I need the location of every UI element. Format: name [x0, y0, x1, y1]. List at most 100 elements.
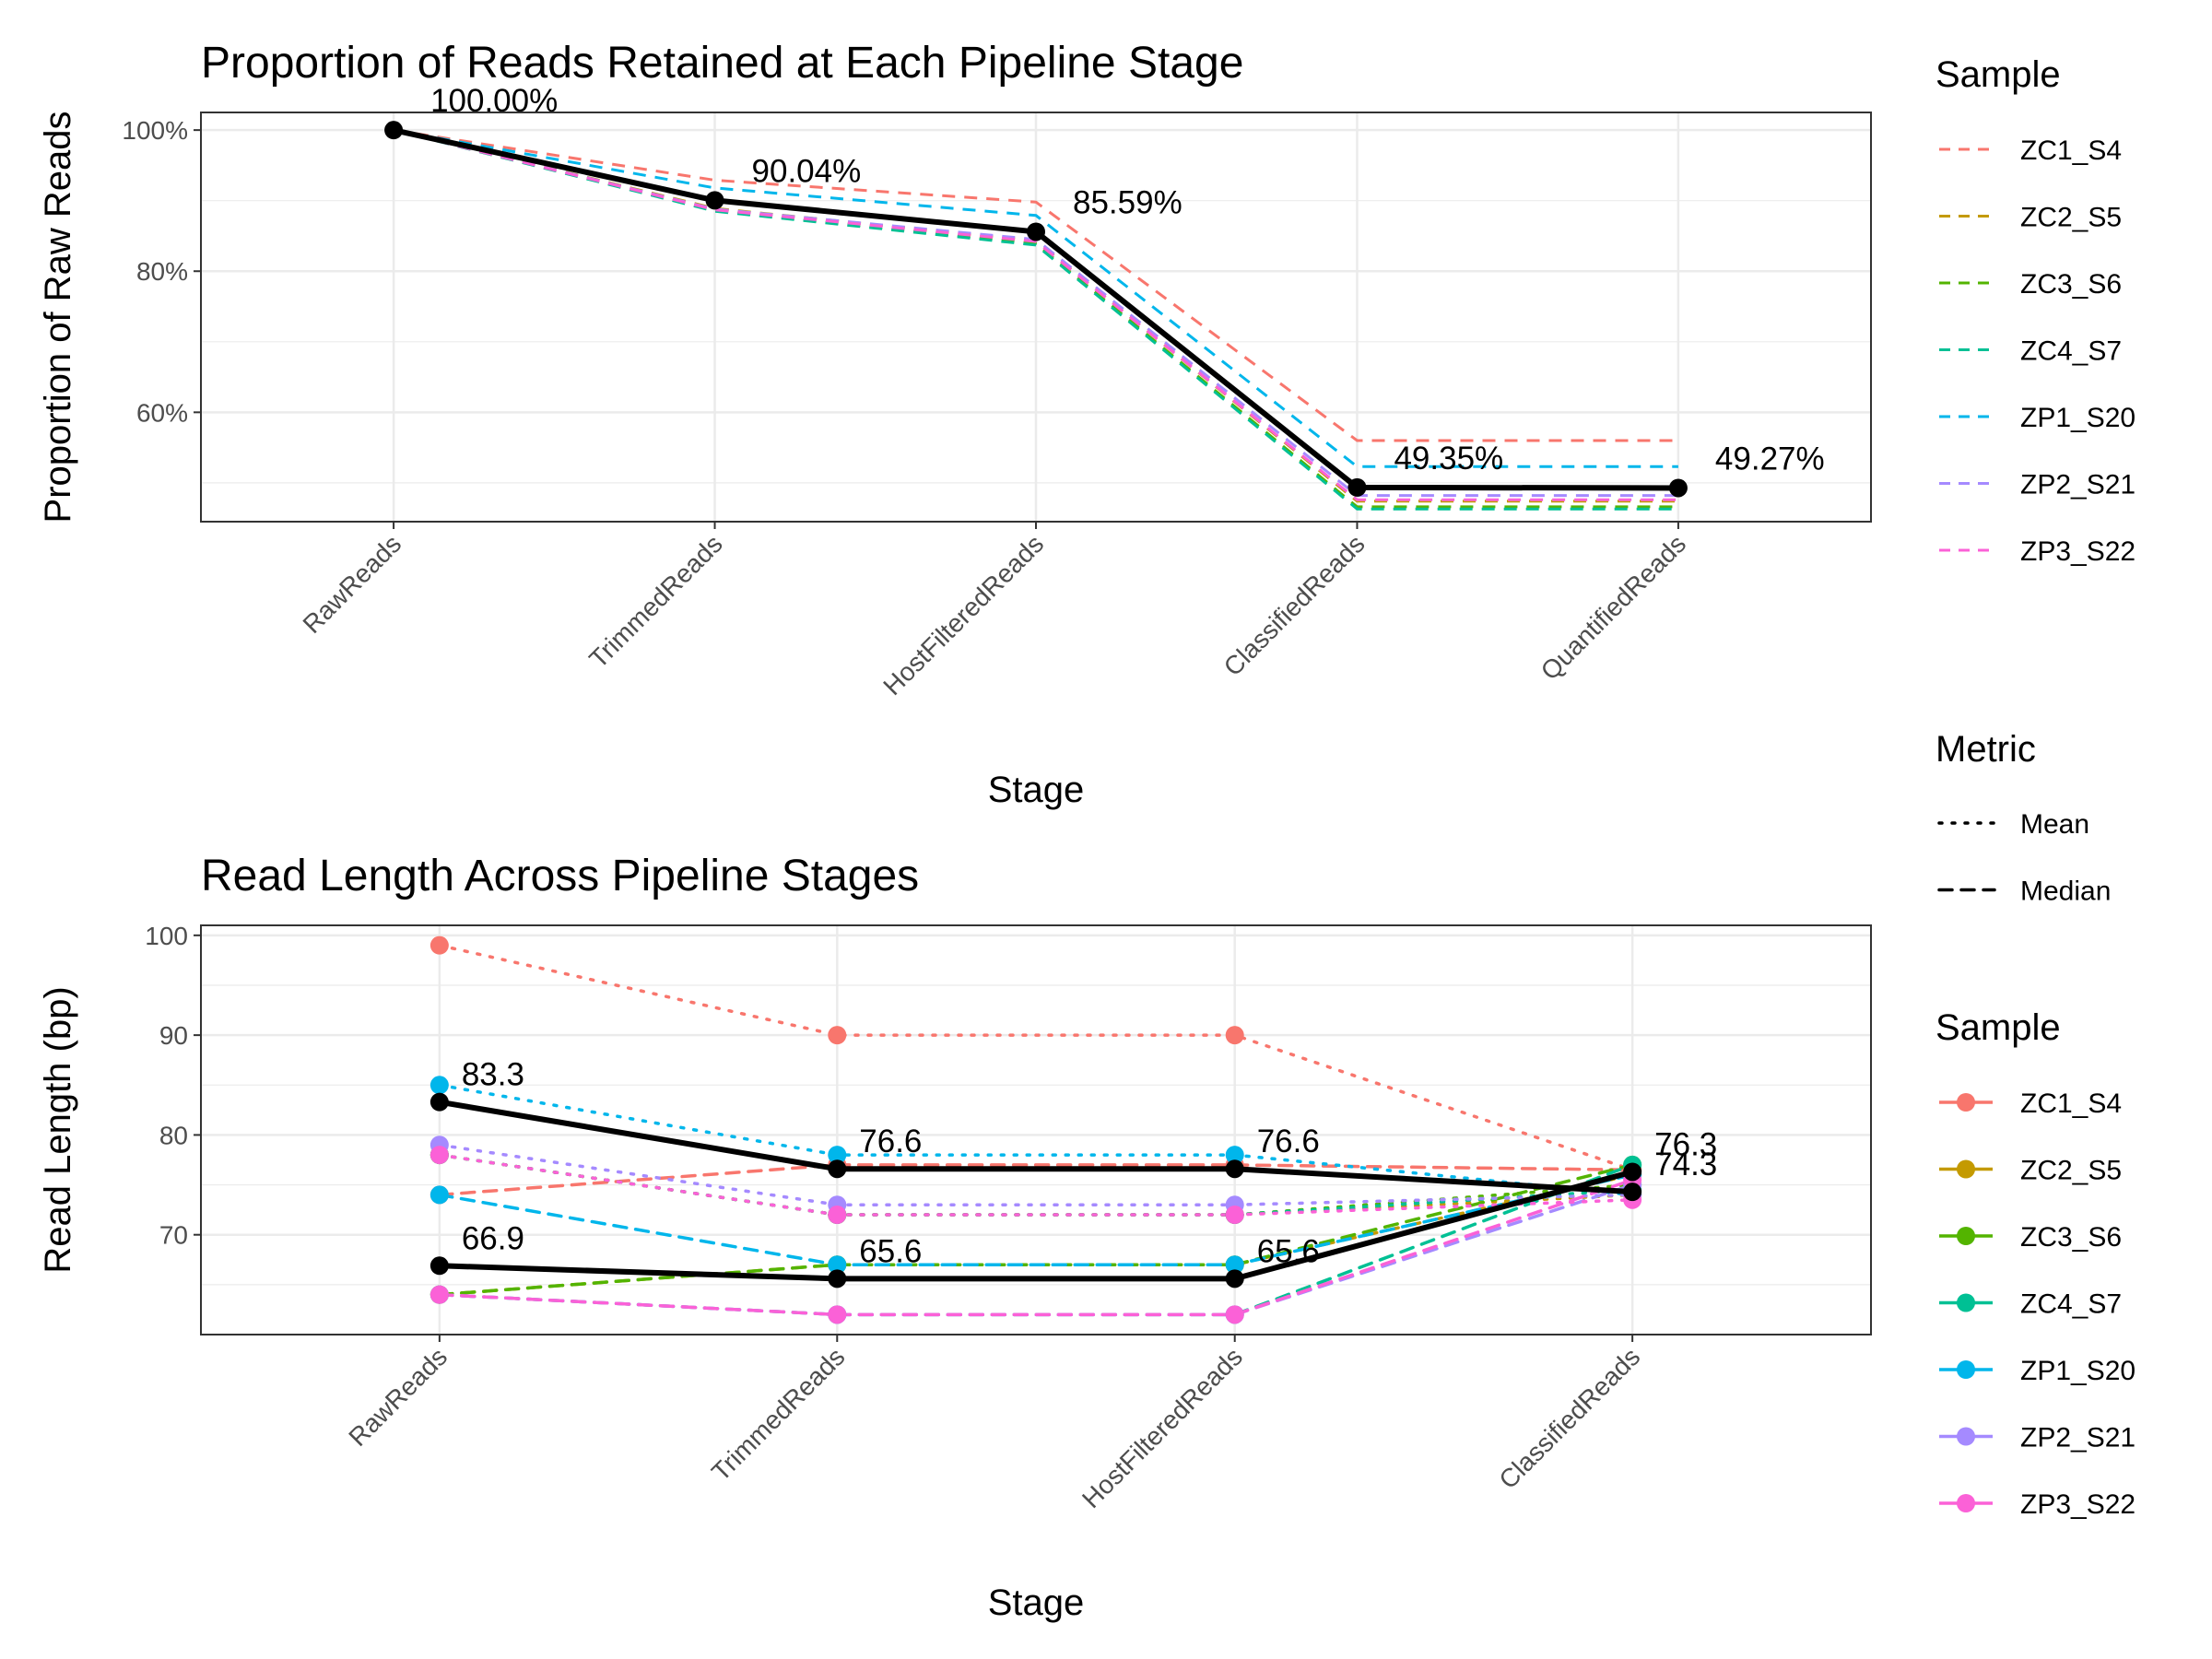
- y-axis-title-read-length: Read Length (bp): [38, 986, 78, 1273]
- legend-title-metric: Metric: [1936, 729, 2036, 770]
- series-point-zp1-s20: [828, 1255, 847, 1275]
- overall-retention-point: [1668, 478, 1688, 498]
- legend-label-metric: Mean: [2020, 809, 2089, 840]
- series-point-zp1-s20: [429, 1185, 449, 1205]
- read-length-x-tick-label-2: HostFilteredReads: [1077, 1342, 1248, 1513]
- overall-median-point: [429, 1256, 449, 1276]
- legend-label-sample: ZP1_S20: [2020, 1356, 2136, 1386]
- read-length-median-data-label: 65.6: [859, 1233, 922, 1269]
- retention-data-label: 49.35%: [1394, 441, 1503, 477]
- read-length-x-tick-label-0: RawReads: [343, 1342, 453, 1452]
- x-axis-title-proportion: Stage: [988, 770, 1085, 810]
- legend-key-point-zc3-s6: [1957, 1227, 1975, 1245]
- legend-label-sample: ZP3_S22: [2020, 1489, 2136, 1520]
- read-length-y-tick-label-1: 80: [159, 1121, 188, 1149]
- legend-title-sample-bottom: Sample: [1936, 1007, 2061, 1048]
- legend-label-sample: ZP3_S22: [2020, 536, 2136, 567]
- retention-data-label: 90.04%: [752, 153, 862, 189]
- series-point-zp1-s20: [1225, 1146, 1244, 1165]
- series-point-zp3-s22: [1225, 1206, 1244, 1225]
- retention-data-label: 100.00%: [430, 83, 558, 119]
- read-length-y-tick-label-0: 70: [159, 1221, 188, 1250]
- legend-key-point-zc1-s4: [1957, 1093, 1975, 1112]
- x-axis-proportion: RawReads TrimmedReads HostFilteredReads Cla…: [298, 522, 1691, 700]
- legend-key-point-zp1-s20: [1957, 1360, 1975, 1379]
- proportion-chart: Proportion of Reads Retained at Each Pip…: [38, 39, 1872, 810]
- legend-metric: Mean Median: [1937, 809, 2111, 907]
- series-point-zc1-s4: [828, 1026, 847, 1045]
- series-point-zc1-s4: [1225, 1026, 1244, 1045]
- overall-median-point: [828, 1269, 847, 1288]
- read-length-median-data-label: 76.3: [1654, 1126, 1717, 1162]
- read-length-y-tick-label-2: 90: [159, 1021, 188, 1050]
- legend-label-sample: ZC3_S6: [2020, 269, 2122, 300]
- legend-label-sample: ZC4_S7: [2020, 336, 2122, 367]
- series-line-zp1-s20: [393, 128, 1678, 468]
- overall-mean-point: [1225, 1159, 1244, 1179]
- legend-label-sample: ZP2_S21: [2020, 470, 2136, 500]
- proportion-y-tick-label-2: 100%: [122, 116, 188, 145]
- series-point-zc1-s4: [429, 935, 449, 955]
- legend-label-sample: ZC1_S4: [2020, 1088, 2122, 1119]
- series-line-zc3-s6: [393, 128, 1678, 509]
- legend-label-sample: ZP2_S21: [2020, 1423, 2136, 1453]
- series-point-zp3-s22: [1225, 1305, 1244, 1324]
- series-line-zp1-s20-median: [438, 1172, 1634, 1266]
- plot-area-read-length: [201, 925, 1871, 1335]
- overall-mean-point: [828, 1159, 847, 1179]
- x-axis-read-length: RawReads TrimmedReads HostFilteredReads Cla…: [343, 1335, 1645, 1513]
- legend-key-point-zc4-s7: [1957, 1293, 1975, 1312]
- y-axis-title-proportion: Proportion of Raw Reads: [38, 112, 78, 524]
- read-length-median-data-label: 65.6: [1257, 1233, 1320, 1269]
- overall-median-point: [1623, 1162, 1642, 1182]
- legend-key-point-zp3-s22: [1957, 1494, 1975, 1512]
- series-line-zp3-s22: [393, 128, 1678, 501]
- read-length-mean-data-label: 83.3: [462, 1057, 524, 1093]
- proportion-x-tick-label-2: HostFilteredReads: [877, 529, 1049, 700]
- retention-data-label: 49.27%: [1715, 441, 1825, 477]
- legend-label-metric: Median: [2020, 877, 2111, 907]
- series-point-zp1-s20: [1225, 1255, 1244, 1275]
- legend-label-sample: ZC1_S4: [2020, 135, 2122, 166]
- proportion-x-tick-label-3: ClassifiedReads: [1218, 529, 1371, 681]
- series-point-zp3-s22: [429, 1146, 449, 1165]
- overall-retention-point: [705, 191, 724, 210]
- proportion-x-tick-label-0: RawReads: [298, 529, 407, 639]
- read-length-y-tick-label-3: 100: [145, 922, 188, 950]
- legend-sample-dashed: ZC1_S4 ZC2_S5 ZC3_S6 ZC4_S7 ZP1_S20 ZP2_S21 ZP…: [1939, 135, 2136, 567]
- legend-label-sample: ZP1_S20: [2020, 403, 2136, 433]
- chart-title-read-length: Read Length Across Pipeline Stages: [201, 852, 919, 900]
- overall-line-proportion: 100.00% 90.04% 85.59% 49.35% 49.27%: [384, 83, 1825, 498]
- series-line-zc4-s7: [393, 128, 1678, 511]
- overall-mean-point: [1623, 1182, 1642, 1202]
- retention-data-label: 85.59%: [1073, 184, 1182, 220]
- x-axis-title-read-length: Stage: [988, 1583, 1085, 1623]
- series-point-zp3-s22: [828, 1206, 847, 1225]
- legend-label-sample: ZC3_S6: [2020, 1222, 2122, 1253]
- series-point-zp1-s20: [828, 1146, 847, 1165]
- series-line-zc1-s4-median: [438, 1163, 1634, 1197]
- series-line-zc1-s4-mean: [438, 943, 1634, 1172]
- read-length-mean-data-label: 74.3: [1654, 1147, 1717, 1182]
- overall-retention-point: [384, 121, 404, 140]
- proportion-x-tick-label-1: TrimmedReads: [583, 529, 728, 674]
- panel-border-read-length: [200, 924, 1872, 1335]
- read-length-mean-data-label: 76.6: [1257, 1124, 1320, 1159]
- series-line-zp3-s22-median: [438, 1178, 1634, 1317]
- legend-key-point-zp2-s21: [1957, 1427, 1975, 1446]
- legend-label-sample: ZC2_S5: [2020, 203, 2122, 233]
- overall-lines-read-length: 83.3 76.6 76.6 74.3 66.9 65.6 65.6 76.3: [429, 1057, 1717, 1288]
- overall-median-point: [1225, 1269, 1244, 1288]
- series-read-length: [429, 935, 1642, 1324]
- gridlines-proportion: [201, 112, 1871, 522]
- legend-label-sample: ZC2_S5: [2020, 1156, 2122, 1186]
- legend-sample-points: ZC1_S4 ZC2_S5 ZC3_S6 ZC4_S7 ZP1_S20 ZP2_S21 ZP…: [1939, 1088, 2136, 1520]
- legend: Sample ZC1_S4 ZC2_S5 ZC3_S6 ZC4_S7 ZP1_S20 ZP…: [1936, 54, 2136, 1520]
- series-point-zp3-s22: [429, 1285, 449, 1304]
- read-length-median-data-label: 66.9: [462, 1220, 524, 1256]
- chart-title-proportion: Proportion of Reads Retained at Each Pip…: [201, 39, 1243, 88]
- read-length-mean-data-label: 76.6: [859, 1124, 922, 1159]
- overall-retention-point: [1027, 222, 1045, 241]
- series-line-zc1-s4: [393, 128, 1678, 442]
